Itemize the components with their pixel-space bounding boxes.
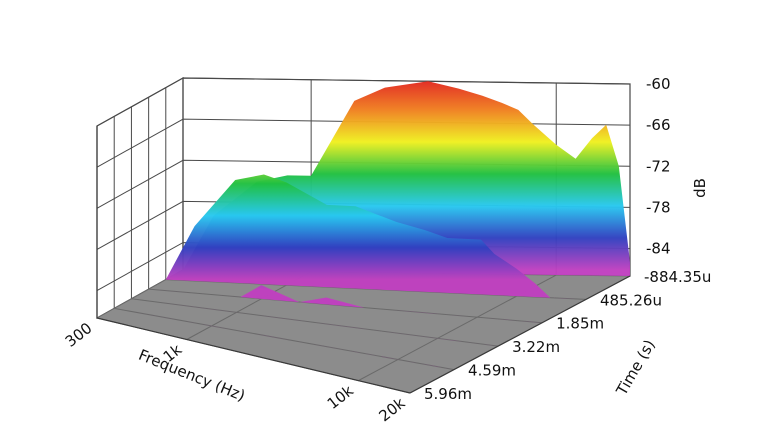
surface-slice bbox=[114, 308, 454, 370]
surface-slice bbox=[131, 298, 498, 347]
y-gridline-floor bbox=[114, 307, 455, 371]
frame-edge bbox=[409, 275, 631, 394]
x-tick-label: 10k bbox=[324, 381, 357, 412]
y-tick-label: 1.85m bbox=[556, 315, 604, 333]
z-tick-label: -84 bbox=[646, 240, 671, 258]
x-tick-label: 300 bbox=[62, 319, 96, 351]
z-tick-label: -60 bbox=[646, 75, 671, 93]
z-tick-label: -66 bbox=[646, 116, 671, 134]
y-gridline-floor bbox=[131, 298, 499, 347]
time-axis-title: Time (s) bbox=[612, 337, 659, 400]
surface-slice bbox=[165, 174, 587, 300]
y-tick-label: 5.96m bbox=[424, 385, 472, 403]
frequency-axis-title: Frequency (Hz) bbox=[136, 346, 248, 405]
db-axis-title: dB bbox=[691, 178, 709, 198]
x-tick-label: 20k bbox=[375, 394, 408, 425]
y-gridline-floor bbox=[165, 279, 586, 300]
z-tick-label: -72 bbox=[646, 157, 671, 175]
frame-edge bbox=[96, 317, 411, 394]
y-tick-label: 3.22m bbox=[512, 338, 560, 356]
y-tick-label: -884.35u bbox=[644, 268, 711, 286]
z-tick-label: -78 bbox=[646, 198, 671, 216]
bounding-frame bbox=[96, 126, 631, 394]
db-axis-ticks: -60 -66 -72 -78 -84 bbox=[646, 75, 671, 258]
floor bbox=[97, 270, 630, 393]
y-tick-label: 485.26u bbox=[600, 291, 662, 309]
time-axis-ticks: -884.35u 485.26u 1.85m 3.22m 4.59m 5.96m bbox=[424, 268, 711, 403]
surface-slice bbox=[148, 285, 542, 323]
y-tick-label: 4.59m bbox=[468, 362, 516, 380]
